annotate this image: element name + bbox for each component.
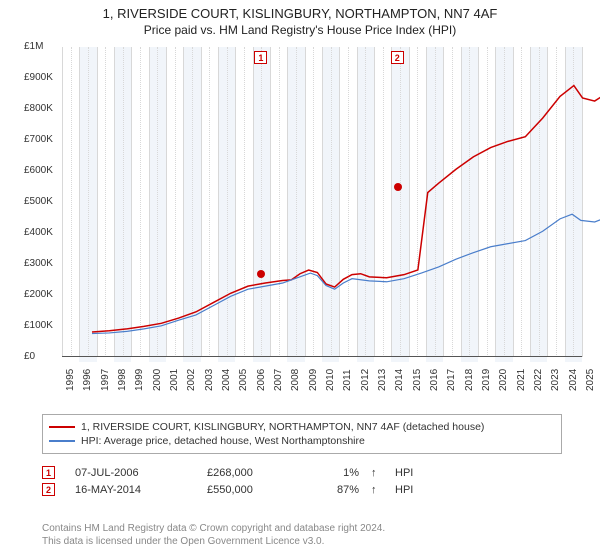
x-tick-label: 1999 [134,369,140,391]
x-tick-label: 2023 [550,369,556,391]
x-tick-label: 2010 [325,369,331,391]
sale-dot [257,270,265,278]
series-line-price_paid [92,86,600,332]
x-tick-label: 2008 [290,369,296,391]
y-tick-label: £900K [24,72,53,83]
x-tick-label: 2017 [446,369,452,391]
sale-date: 16-MAY-2014 [75,484,195,496]
y-tick-label: £600K [24,165,53,176]
y-tick-label: £400K [24,227,53,238]
x-tick-label: 2011 [342,369,348,391]
sales-row: 1 07-JUL-2006 £268,000 1% ↑ HPI [42,466,562,479]
sale-price: £550,000 [207,484,297,496]
x-tick-label: 2009 [308,369,314,391]
x-tick-label: 2005 [238,369,244,391]
legend-label: 1, RIVERSIDE COURT, KISLINGBURY, NORTHAM… [81,421,484,433]
sale-marker-icon: 1 [42,466,55,479]
x-tick-label: 2002 [186,369,192,391]
y-tick-label: £700K [24,134,53,145]
sale-marker-box: 1 [254,51,267,64]
x-axis-ticks: 1995 1996 1997 1998 1999 2000 2001 2002 2003 2004… [62,361,582,395]
chart-lines [92,53,600,363]
x-tick-label: 2022 [533,369,539,391]
up-arrow-icon: ↑ [371,467,383,479]
y-tick-label: £200K [24,289,53,300]
sale-hpi-label: HPI [395,467,425,479]
x-tick-label: 2019 [481,369,487,391]
legend-label: HPI: Average price, detached house, West… [81,435,365,447]
x-tick-label: 2021 [516,369,522,391]
up-arrow-icon: ↑ [371,484,383,496]
sale-price: £268,000 [207,467,297,479]
x-tick-label: 2016 [429,369,435,391]
legend-row: 1, RIVERSIDE COURT, KISLINGBURY, NORTHAM… [49,421,555,433]
footer-line: This data is licensed under the Open Gov… [42,535,562,548]
legend-swatch [49,426,75,428]
sale-marker-box: 2 [391,51,404,64]
sale-pct: 1% [309,467,359,479]
y-tick-label: £1M [24,41,43,52]
series-line-hpi [92,214,600,333]
sale-hpi-label: HPI [395,484,425,496]
x-tick-label: 1998 [117,369,123,391]
x-tick-label: 2024 [568,369,574,391]
y-axis-ticks: £0£100K£200K£300K£400K£500K£600K£700K£80… [26,47,64,357]
sale-date: 07-JUL-2006 [75,467,195,479]
x-tick-label: 2025 [585,369,591,391]
x-tick-label: 2012 [360,369,366,391]
y-tick-label: £500K [24,196,53,207]
sale-pct: 87% [309,484,359,496]
x-tick-label: 2018 [464,369,470,391]
footer-attribution: Contains HM Land Registry data © Crown c… [42,522,562,548]
x-tick-label: 2000 [152,369,158,391]
x-tick-label: 1996 [82,369,88,391]
y-tick-label: £100K [24,320,53,331]
chart-title-sub: Price paid vs. HM Land Registry's House … [0,21,600,41]
x-tick-label: 2001 [169,369,175,391]
y-tick-label: £800K [24,103,53,114]
y-tick-label: £300K [24,258,53,269]
x-tick-label: 1997 [100,369,106,391]
x-tick-label: 2013 [377,369,383,391]
legend-swatch [49,440,75,442]
x-tick-label: 2004 [221,369,227,391]
x-tick-label: 2003 [204,369,210,391]
chart-title-main: 1, RIVERSIDE COURT, KISLINGBURY, NORTHAM… [0,0,600,21]
x-tick-label: 2007 [273,369,279,391]
sale-marker-icon: 2 [42,483,55,496]
y-tick-label: £0 [24,351,35,362]
x-tick-label: 2006 [256,369,262,391]
footer-line: Contains HM Land Registry data © Crown c… [42,522,562,535]
x-tick-label: 1995 [65,369,71,391]
legend-row: HPI: Average price, detached house, West… [49,435,555,447]
sales-row: 2 16-MAY-2014 £550,000 87% ↑ HPI [42,483,562,496]
chart-container: 1, RIVERSIDE COURT, KISLINGBURY, NORTHAM… [0,0,600,560]
sale-dot [394,183,402,191]
legend: 1, RIVERSIDE COURT, KISLINGBURY, NORTHAM… [42,414,562,454]
x-tick-label: 2015 [412,369,418,391]
chart-area: 12 £0£100K£200K£300K£400K£500K£600K£700K… [32,41,592,401]
x-tick-label: 2020 [498,369,504,391]
sales-table: 1 07-JUL-2006 £268,000 1% ↑ HPI 2 16-MAY… [42,462,562,500]
x-tick-label: 2014 [394,369,400,391]
plot-area [62,47,582,357]
